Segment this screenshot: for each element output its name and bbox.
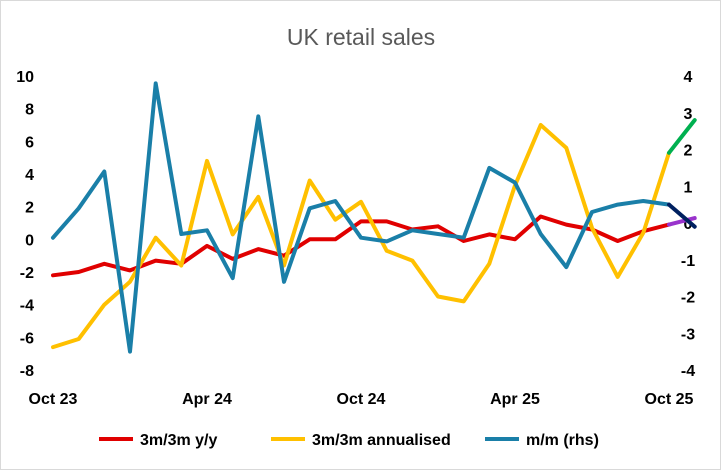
axes: -8 -6 -4 -2 0 2 4 6 8 10 -4 -3 -2 -1 0 1 2 3 4 Oct 23 Apr 24… <box>16 69 695 408</box>
series-projection-2 <box>667 202 697 229</box>
series-line-1 <box>51 123 671 350</box>
right-axis-tick-label: -2 <box>681 290 695 307</box>
legend: 3m/3m y/y 3m/3m annualised m/m (rhs) <box>99 432 599 449</box>
right-axis-tick-label: -1 <box>681 253 695 270</box>
series-line-0 <box>51 214 671 278</box>
right-axis-tick-label: 0 <box>684 216 693 233</box>
right-axis-tick-label: 1 <box>684 179 693 196</box>
left-axis-tick-label: 8 <box>25 102 34 119</box>
right-axis-tick-label: 3 <box>684 106 693 123</box>
legend-label-0: 3m/3m y/y <box>140 432 217 449</box>
chart-title: UK retail sales <box>287 24 435 50</box>
series-lines <box>51 81 697 354</box>
right-axis-tick-label: -3 <box>681 326 695 343</box>
x-axis-tick-label: Oct 23 <box>29 391 78 408</box>
x-axis-tick-label: Oct 25 <box>645 391 694 408</box>
left-axis-tick-label: 2 <box>25 200 34 217</box>
left-axis-tick-label: -6 <box>20 330 34 347</box>
left-axis-tick-label: -2 <box>20 265 34 282</box>
legend-label-2: m/m (rhs) <box>526 432 599 449</box>
left-axis-tick-label: 6 <box>25 134 34 151</box>
right-axis-tick-label: -4 <box>681 363 695 380</box>
left-axis-tick-label: -4 <box>20 298 34 315</box>
legend-label-1: 3m/3m annualised <box>312 432 451 449</box>
left-axis-tick-label: 0 <box>25 232 34 249</box>
left-axis-tick-label: 10 <box>16 69 34 86</box>
right-axis-tick-label: 2 <box>684 143 693 160</box>
x-axis-tick-label: Apr 24 <box>182 391 232 408</box>
series-line-2 <box>51 81 671 354</box>
left-axis-tick-label: -8 <box>20 363 34 380</box>
x-axis-tick-label: Apr 25 <box>490 391 540 408</box>
right-axis-tick-label: 4 <box>684 69 693 86</box>
series-projection-0 <box>667 216 697 227</box>
series-projection-1 <box>667 118 697 155</box>
left-axis-tick-label: 4 <box>25 167 34 184</box>
x-axis-tick-label: Oct 24 <box>337 391 386 408</box>
